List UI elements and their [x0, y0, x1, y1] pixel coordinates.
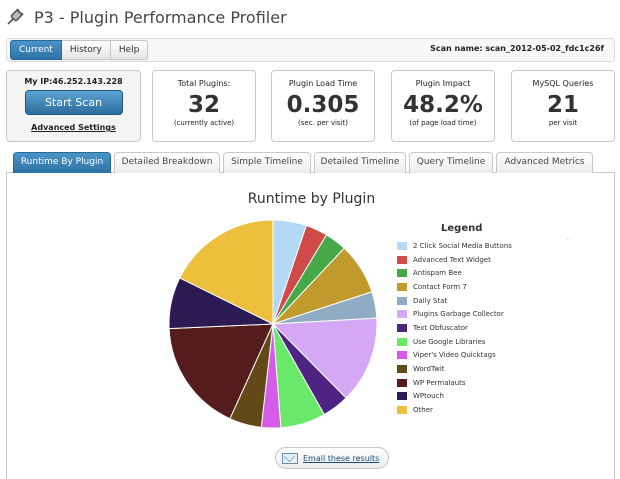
legend-swatch	[397, 378, 407, 387]
legend-item: Antispam Bee	[397, 266, 512, 280]
ip-address: My IP:46.252.143.228	[24, 77, 123, 86]
legend-label: WordTwit	[413, 365, 445, 374]
pie-chart	[168, 219, 378, 429]
stat-sub: (of page load time)	[409, 119, 477, 127]
legend-swatch	[397, 351, 407, 360]
legend-label: 2 Click Social Media Buttons	[413, 241, 512, 250]
legend-swatch	[397, 392, 407, 401]
envelope-icon	[282, 452, 298, 464]
toolbar: Current History Help Scan name: scan_201…	[6, 38, 615, 62]
chart-title: Runtime by Plugin	[247, 191, 376, 207]
decorative-dot: ·	[567, 237, 569, 244]
legend-swatch	[397, 255, 407, 264]
plug-icon	[7, 8, 24, 25]
stat-sub: per visit	[548, 119, 578, 127]
header: P3 - Plugin Performance Profiler	[4, 4, 287, 30]
help-button[interactable]: Help	[110, 40, 149, 60]
tab-detailed-breakdown[interactable]: Detailed Breakdown	[114, 152, 220, 173]
current-button[interactable]: Current	[10, 40, 62, 60]
stat-label: MySQL Queries	[532, 79, 594, 88]
legend-item: Advanced Text Widget	[397, 253, 512, 267]
stat-value: 21	[546, 92, 579, 118]
legend-item: Contact Form 7	[397, 280, 512, 294]
legend-swatch	[397, 406, 407, 415]
stat-plugin-impact: Plugin Impact 48.2% (of page load time)	[391, 70, 495, 142]
legend-swatch	[397, 323, 407, 332]
legend-item: Use Google Libraries	[397, 335, 512, 349]
stat-sub: (sec. per visit)	[298, 119, 348, 127]
legend-item: Daily Stat	[397, 294, 512, 308]
legend-label: Text Obfuscator	[413, 323, 468, 332]
stat-total-plugins: Total Plugins: 32 (currently active)	[152, 70, 256, 142]
legend-swatch	[397, 282, 407, 291]
legend-item: WordTwit	[397, 362, 512, 376]
stat-value: 0.305	[286, 92, 360, 118]
tab-detailed-timeline[interactable]: Detailed Timeline	[314, 152, 406, 173]
legend-title: Legend	[441, 223, 483, 234]
scan-name: Scan name: scan_2012-05-02_fdc1c26f	[430, 44, 604, 53]
legend: 2 Click Social Media Buttons Advanced Tex…	[397, 239, 512, 417]
start-scan-button[interactable]: Start Scan	[24, 90, 123, 115]
tab-bar: Runtime By Plugin Detailed Breakdown Sim…	[6, 152, 615, 173]
legend-label: Plugins Garbage Collector	[413, 310, 504, 319]
legend-item: Viper's Video Quicktags	[397, 349, 512, 363]
page-title: P3 - Plugin Performance Profiler	[34, 7, 287, 27]
stat-value: 32	[187, 92, 220, 118]
legend-item: Plugins Garbage Collector	[397, 307, 512, 321]
legend-label: Daily Stat	[413, 296, 448, 305]
legend-item: WPtouch	[397, 390, 512, 404]
stat-label: Plugin Load Time	[288, 79, 358, 88]
legend-item: 2 Click Social Media Buttons	[397, 239, 512, 253]
stat-load-time: Plugin Load Time 0.305 (sec. per visit)	[271, 70, 375, 142]
legend-label: Viper's Video Quicktags	[413, 351, 496, 360]
tab-simple-timeline[interactable]: Simple Timeline	[223, 152, 311, 173]
tab-advanced-metrics[interactable]: Advanced Metrics	[496, 152, 593, 173]
stat-label: Total Plugins:	[177, 79, 231, 88]
stat-sub: (currently active)	[173, 119, 235, 127]
legend-swatch	[397, 296, 407, 305]
stat-label: Plugin Impact	[415, 79, 471, 88]
advanced-settings-link[interactable]: Advanced Settings	[31, 123, 116, 132]
legend-item: Other	[397, 403, 512, 417]
legend-swatch	[397, 337, 407, 346]
legend-swatch	[397, 365, 407, 374]
pie-slice-5[interactable]	[271, 317, 378, 399]
chart-panel: Runtime by Plugin Legend 2 Click Social …	[6, 173, 615, 479]
pie-slice-12[interactable]	[179, 219, 274, 325]
tab-runtime-by-plugin[interactable]: Runtime By Plugin	[13, 152, 111, 173]
legend-label: Use Google Libraries	[413, 337, 486, 346]
legend-label: WPtouch	[413, 392, 444, 401]
email-results-label: Email these results	[303, 453, 380, 463]
view-switcher: Current History Help	[10, 40, 149, 60]
legend-swatch	[397, 269, 407, 278]
tab-query-timeline[interactable]: Query Timeline	[409, 152, 493, 173]
legend-item: WP Permalauts	[397, 376, 512, 390]
pie-slice-10[interactable]	[168, 323, 274, 420]
legend-label: Other	[413, 406, 433, 415]
stat-value: 48.2%	[403, 92, 483, 118]
email-results-button[interactable]: Email these results	[275, 447, 389, 469]
legend-label: Advanced Text Widget	[413, 255, 491, 264]
legend-label: Antispam Bee	[413, 269, 462, 278]
legend-item: Text Obfuscator	[397, 321, 512, 335]
legend-label: Contact Form 7	[413, 282, 467, 291]
stat-mysql-queries: MySQL Queries 21 per visit	[511, 70, 615, 142]
history-button[interactable]: History	[61, 40, 111, 60]
legend-swatch	[397, 310, 407, 319]
legend-label: WP Permalauts	[413, 378, 466, 387]
legend-swatch	[397, 241, 407, 250]
scan-box: My IP:46.252.143.228 Start Scan Advanced…	[6, 70, 141, 142]
